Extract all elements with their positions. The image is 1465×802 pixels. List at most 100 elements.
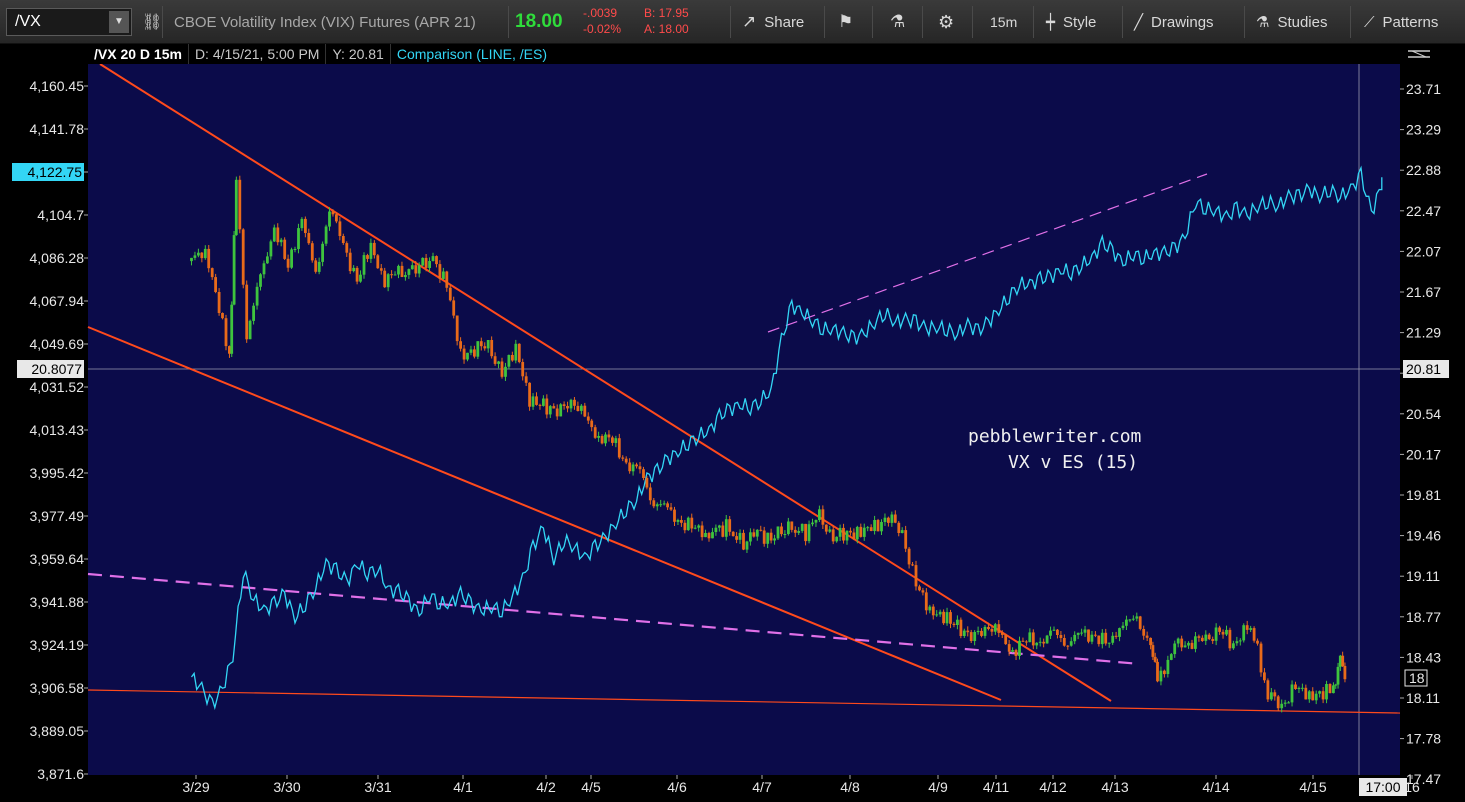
candle-body: [1094, 634, 1097, 636]
candle-body: [666, 503, 669, 508]
left-axis-tick: 3,871.6: [37, 766, 84, 782]
candle-body: [217, 292, 221, 313]
studies-button[interactable]: ⚗ Studies: [1256, 0, 1328, 44]
candle-body: [210, 268, 214, 278]
candle-body: [759, 529, 763, 531]
candle-body: [507, 355, 511, 367]
candle-body: [945, 612, 949, 624]
candle-body: [617, 438, 621, 458]
style-button[interactable]: ┿ Style: [1046, 0, 1096, 44]
x-axis-tick: 16: [1404, 779, 1420, 795]
candle-body: [552, 406, 556, 409]
x-axis-tick: 3/29: [182, 779, 209, 795]
candle-body: [821, 509, 825, 525]
share-button[interactable]: ↗ Share: [742, 0, 804, 44]
timeframe-selector[interactable]: 15m: [990, 14, 1018, 30]
net-change: -.0039: [583, 6, 618, 20]
left-axis-tick: 3,959.64: [30, 551, 85, 567]
candle-body: [1169, 654, 1173, 660]
last-price: 18.00: [515, 11, 563, 32]
candle-body: [580, 405, 583, 411]
left-axis-tick: 3,889.05: [30, 723, 85, 739]
patterns-button[interactable]: ⟋ Patterns: [1364, 0, 1438, 44]
share-label: Share: [764, 13, 805, 31]
candle-body: [1066, 645, 1070, 647]
time-axis: 3/29 3/30 3/31 4/1 4/2 4/5 4/6 4/7 4/8 4/9 4/11 4/1…: [182, 775, 1420, 796]
candle-body: [1214, 627, 1218, 641]
right-axis-tick: 17.47: [1406, 771, 1441, 787]
candle-body: [904, 530, 908, 549]
drawings-button[interactable]: ╱ Drawings: [1134, 0, 1214, 44]
candle-body: [966, 630, 970, 633]
candle-body: [1273, 692, 1277, 697]
candle-body: [648, 487, 652, 501]
candle-body: [769, 532, 773, 541]
candle-body: [1200, 637, 1204, 641]
right-last-price-box: [1404, 669, 1428, 687]
right-axis-tick: 22.47: [1406, 203, 1441, 219]
candle-body: [390, 274, 393, 276]
candle-body: [362, 255, 366, 275]
candle-body: [755, 529, 759, 537]
candle-body: [372, 242, 376, 256]
candle-body: [752, 532, 756, 537]
candle-body: [1328, 684, 1332, 694]
candle-body: [1014, 650, 1018, 656]
chevron-down-icon[interactable]: ▼: [109, 11, 129, 33]
top-toolbar: /VX ▼ ⛓ CBOE Volatility Index (VIX) Futu…: [0, 0, 1465, 44]
candle-body: [735, 536, 738, 540]
chart-area[interactable]: 4,160.45 4,141.78 4,122.75 4,104.7 4,086.28 4…: [0, 44, 1465, 802]
candle-body: [686, 517, 690, 531]
candle-body: [511, 355, 514, 361]
candle-body: [987, 626, 990, 629]
candle-body: [690, 517, 694, 529]
candle-body: [783, 534, 787, 535]
toolbar-divider: [922, 6, 923, 38]
candle-body: [952, 623, 956, 625]
right-axis-tick: 19.81: [1406, 487, 1441, 503]
expand-icon[interactable]: [1408, 50, 1430, 58]
upper-trendline[interactable]: [99, 63, 1112, 702]
candle-body: [1007, 644, 1011, 652]
candle-body: [455, 315, 459, 342]
candle-body: [479, 341, 483, 347]
candle-body: [462, 348, 466, 360]
x-axis-tick: 4/9: [928, 779, 948, 795]
candle-body: [628, 462, 632, 472]
pencil-icon: ╱: [1134, 14, 1144, 31]
candle-body: [804, 523, 807, 542]
candle-body: [466, 352, 469, 360]
right-axis-tick: 20.17: [1406, 446, 1441, 462]
candle-body: [824, 524, 828, 532]
candle-body: [790, 521, 794, 530]
symbol-selector[interactable]: /VX ▼: [6, 8, 132, 36]
candle-body: [800, 523, 804, 531]
candle-body: [700, 525, 704, 538]
x-axis-tick: 4/11: [983, 779, 1009, 795]
gear-icon[interactable]: ⚙: [938, 11, 955, 32]
candle-body: [962, 630, 966, 636]
candle-body: [959, 619, 963, 636]
candle-body: [642, 469, 645, 478]
flag-icon[interactable]: ⚑: [838, 12, 854, 31]
candle-body: [1135, 616, 1139, 619]
link-icon[interactable]: ⛓: [142, 14, 163, 31]
base-trendline[interactable]: [87, 689, 1401, 714]
x-axis-tick: 4/13: [1101, 779, 1128, 795]
flask-icon[interactable]: ⚗: [890, 12, 906, 31]
candle-body: [1038, 641, 1042, 643]
crosshair-value: Y: 20.81: [326, 44, 391, 64]
x-axis-tick: 4/2: [536, 779, 556, 795]
candle-body: [524, 376, 528, 383]
candle-body: [893, 514, 897, 523]
dashed-es-trendline[interactable]: [767, 173, 1208, 333]
candle-body: [1207, 634, 1211, 640]
lower-trendline[interactable]: [87, 326, 1002, 701]
candle-body: [1238, 640, 1242, 642]
candle-body: [1080, 632, 1083, 634]
candle-body: [890, 514, 894, 523]
candle-body: [1059, 635, 1063, 638]
right-axis-tick: 18.11: [1406, 690, 1440, 706]
x-axis-tick: 4/8: [840, 779, 860, 795]
x-axis-tick: 4/1: [453, 779, 473, 795]
